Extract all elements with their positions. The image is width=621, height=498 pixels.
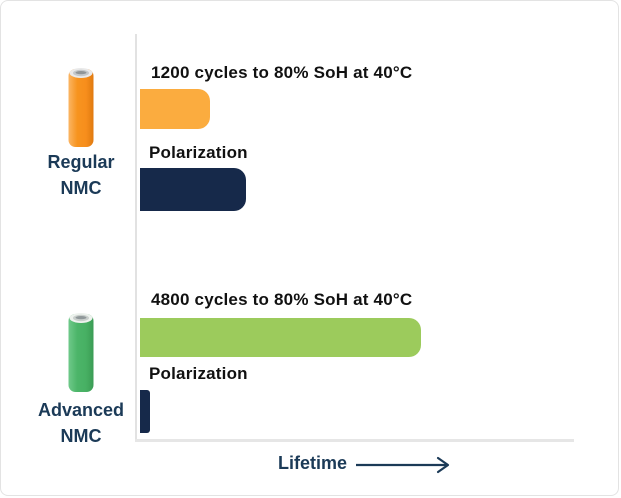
regular-lifetime-bar bbox=[140, 89, 210, 129]
advanced-lifetime-bar bbox=[140, 318, 421, 357]
regular-polarization-bar bbox=[140, 168, 246, 211]
lifetime-arrow-icon bbox=[356, 456, 450, 474]
green-battery-cell-icon bbox=[68, 313, 94, 392]
orange-battery-cell-icon bbox=[68, 68, 94, 147]
advanced-polarization-annotation: Polarization bbox=[149, 364, 248, 383]
regular-lifetime-annotation: 1200 cycles to 80% SoH at 40°C bbox=[151, 63, 413, 82]
advanced-lifetime-annotation: 4800 cycles to 80% SoH at 40°C bbox=[151, 290, 413, 309]
x-axis-title: Lifetime bbox=[278, 453, 348, 473]
advanced-polarization-bar bbox=[140, 390, 150, 433]
group-label-advanced-nmc: Advanced NMC bbox=[37, 400, 125, 446]
y-axis-line bbox=[135, 34, 137, 441]
group-label-regular-nmc: Regular NMC bbox=[47, 152, 115, 198]
x-axis-line bbox=[135, 439, 574, 442]
regular-polarization-annotation: Polarization bbox=[149, 143, 248, 162]
